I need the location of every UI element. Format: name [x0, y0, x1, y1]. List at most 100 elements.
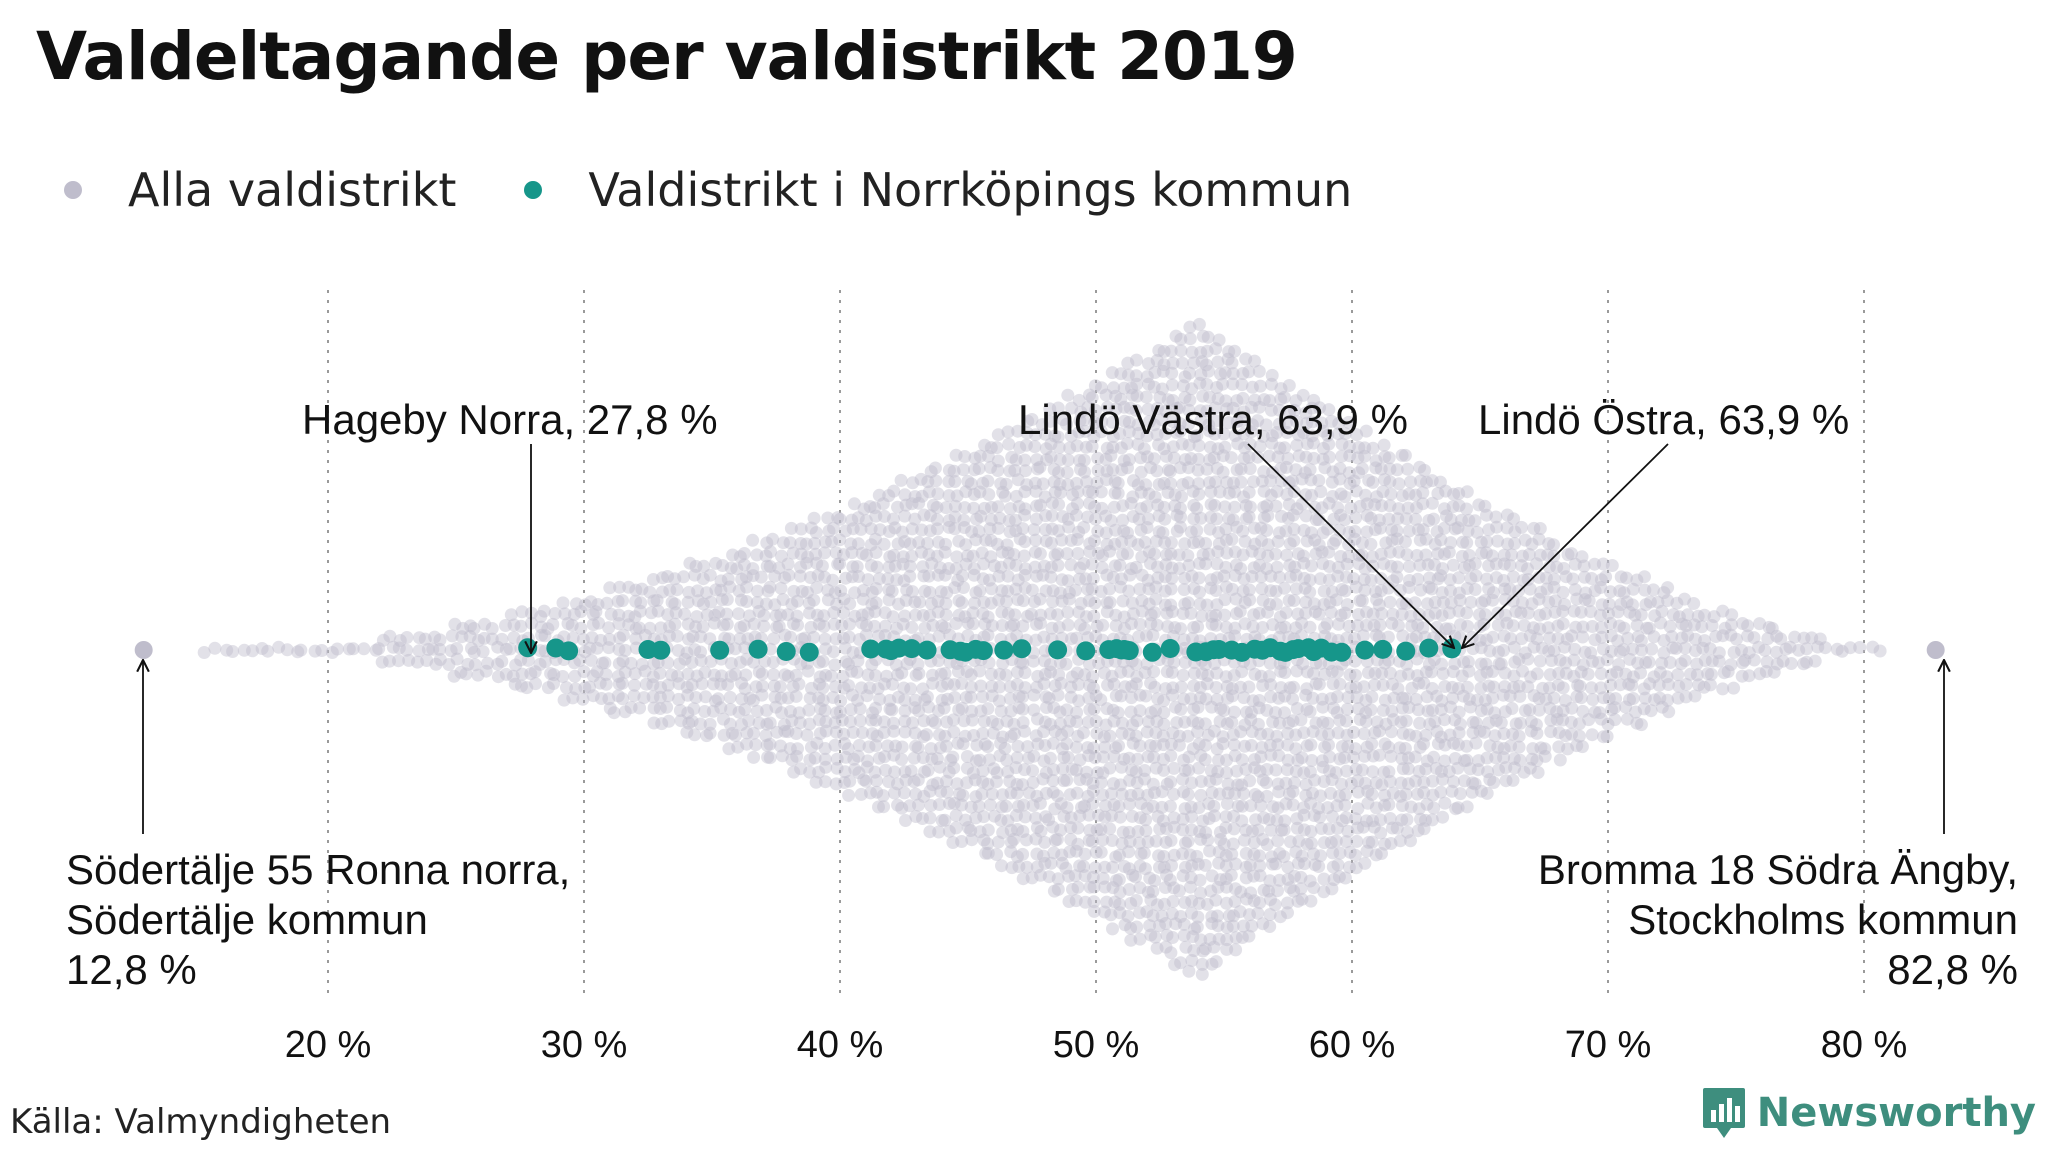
district-point	[1074, 462, 1087, 476]
district-point	[829, 632, 843, 646]
district-point	[1140, 450, 1154, 464]
district-point	[1204, 510, 1218, 524]
district-point	[1212, 845, 1226, 859]
district-point	[1265, 429, 1279, 443]
district-point	[760, 717, 774, 731]
district-point	[1278, 666, 1292, 679]
district-point	[921, 536, 934, 550]
district-point	[1182, 750, 1196, 764]
district-point	[1282, 787, 1296, 801]
district-point	[1489, 751, 1503, 765]
district-point	[1193, 873, 1207, 887]
district-point	[1133, 859, 1147, 873]
district-point	[1295, 892, 1309, 906]
district-point	[1211, 880, 1225, 894]
district-point	[1011, 424, 1025, 438]
district-point	[1317, 836, 1331, 850]
district-point	[1220, 942, 1234, 956]
district-point	[740, 580, 754, 594]
district-point	[837, 631, 851, 645]
district-point	[859, 548, 873, 562]
district-point	[1741, 629, 1755, 643]
district-point	[741, 632, 755, 646]
district-point	[774, 691, 788, 705]
district-point	[1788, 630, 1802, 644]
district-point	[1529, 718, 1543, 732]
district-point	[1286, 692, 1300, 706]
district-point	[1308, 858, 1322, 872]
district-point	[1574, 665, 1588, 679]
district-point	[1452, 738, 1465, 752]
district-point	[1240, 892, 1254, 906]
district-point	[1052, 524, 1066, 538]
district-point	[1029, 729, 1043, 743]
district-point	[1151, 560, 1164, 574]
district-point	[1164, 834, 1178, 847]
district-point	[1073, 618, 1087, 632]
district-point	[1626, 598, 1639, 612]
district-point	[974, 509, 988, 523]
district-point	[1480, 508, 1493, 522]
district-point	[1492, 657, 1506, 671]
district-point	[1452, 604, 1466, 618]
district-point	[584, 595, 598, 609]
district-point	[1486, 691, 1500, 705]
district-point	[1071, 837, 1085, 851]
district-point	[1183, 332, 1197, 346]
district-point	[1453, 787, 1467, 801]
district-point	[1193, 597, 1207, 611]
norrkoping-district-point	[799, 642, 819, 662]
district-point	[1446, 665, 1460, 679]
district-point	[1342, 415, 1356, 429]
district-point	[1219, 859, 1233, 873]
district-point	[678, 652, 692, 666]
district-point	[1227, 738, 1241, 752]
district-point	[558, 607, 572, 621]
district-point	[1150, 898, 1164, 912]
district-point	[978, 501, 991, 515]
district-point	[1313, 572, 1327, 586]
district-point	[1339, 714, 1353, 728]
district-point	[1142, 357, 1155, 371]
district-point	[1003, 525, 1017, 539]
district-point	[1355, 763, 1369, 777]
district-point	[768, 690, 782, 704]
district-point	[534, 620, 548, 634]
district-point	[1168, 958, 1182, 972]
district-point	[878, 606, 892, 620]
district-point	[1489, 571, 1503, 585]
district-point	[1186, 930, 1200, 944]
district-point	[969, 533, 983, 547]
district-point	[883, 550, 897, 564]
district-point	[923, 609, 937, 623]
district-point	[1299, 595, 1313, 609]
district-point	[1269, 706, 1282, 720]
district-point	[916, 609, 930, 622]
district-point	[938, 813, 952, 827]
district-point	[1281, 896, 1294, 910]
district-point	[386, 640, 400, 654]
district-point	[1141, 835, 1155, 849]
district-point	[772, 561, 786, 575]
district-point	[908, 693, 922, 707]
district-point	[1192, 477, 1206, 491]
district-point	[1428, 715, 1442, 729]
district-point	[1147, 750, 1161, 764]
district-point	[1269, 763, 1283, 777]
district-point	[593, 676, 607, 690]
district-point	[1170, 508, 1184, 522]
district-point	[828, 716, 842, 730]
district-point	[1256, 679, 1270, 692]
district-point	[1683, 667, 1697, 681]
district-point	[1044, 570, 1058, 584]
district-point	[949, 562, 963, 576]
district-point	[1567, 669, 1581, 683]
district-point	[1596, 642, 1610, 656]
district-point	[1392, 545, 1406, 559]
annotation-bromma-line-1: Bromma 18 Södra Ängby,	[1538, 846, 2018, 893]
district-point	[1349, 762, 1363, 776]
district-point	[905, 549, 919, 563]
district-point	[1453, 593, 1467, 607]
district-point	[1492, 645, 1505, 659]
district-point	[1247, 847, 1261, 861]
